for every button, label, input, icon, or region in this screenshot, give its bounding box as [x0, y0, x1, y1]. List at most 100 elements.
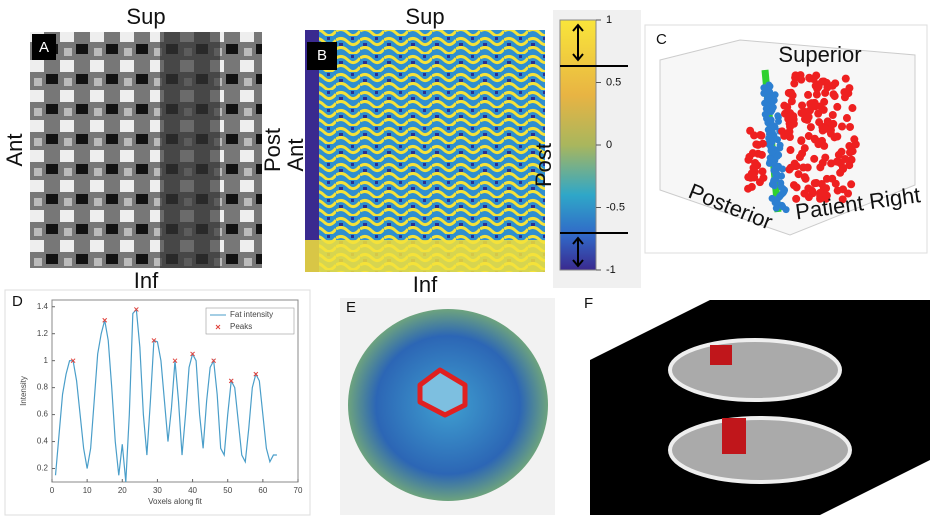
point [845, 84, 853, 92]
point [824, 117, 832, 125]
roi-volume [710, 345, 732, 365]
point [792, 71, 800, 79]
spine [160, 32, 220, 268]
point [813, 91, 821, 99]
slice [670, 340, 840, 400]
line-chart: 0102030405060700.20.40.60.811.21.4Voxels… [19, 300, 303, 506]
axis-label: Ant [2, 133, 27, 166]
point [758, 167, 766, 175]
axis-label: Sup [405, 4, 444, 29]
panel-label: B [317, 47, 327, 64]
axis-label: Superior [778, 42, 861, 67]
point [790, 80, 798, 88]
point [798, 101, 806, 109]
point [833, 103, 841, 111]
point [849, 147, 857, 155]
point [833, 133, 841, 141]
panel-label: E [346, 299, 356, 316]
point [848, 104, 856, 112]
x-tick-label: 50 [223, 486, 232, 495]
y-tick-label: 0.8 [37, 383, 49, 392]
x-tick-label: 60 [258, 486, 267, 495]
point [807, 186, 815, 194]
point [787, 112, 795, 120]
figure: A Sup Inf Ant Post B Sup Inf Ant Post 10… [0, 0, 934, 519]
point [754, 150, 762, 158]
axis-label: Post [260, 128, 285, 172]
y-tick-label: 0.2 [37, 464, 49, 473]
panel-label: C [656, 31, 667, 48]
x-tick-label: 20 [118, 486, 127, 495]
point [829, 111, 837, 119]
phase-map [305, 30, 545, 272]
point [811, 136, 819, 144]
point [839, 165, 847, 173]
point [779, 166, 786, 173]
x-tick-label: 10 [83, 486, 92, 495]
point [847, 180, 855, 188]
tick-label: 0.5 [606, 76, 621, 88]
axis-label: Post [531, 143, 556, 187]
point [801, 144, 809, 152]
mri-image [30, 32, 262, 268]
point [793, 183, 801, 191]
point [814, 110, 822, 118]
point [804, 91, 812, 99]
point [810, 155, 818, 163]
point [792, 162, 800, 170]
tick-label: 1 [606, 14, 612, 26]
y-tick-label: 1.4 [37, 302, 49, 311]
point [850, 135, 858, 143]
slice [670, 418, 850, 482]
point [842, 75, 850, 83]
point [756, 178, 764, 186]
point [745, 153, 753, 161]
point [797, 136, 805, 144]
point [831, 79, 839, 87]
point [815, 118, 823, 126]
phase-edge [305, 240, 545, 272]
point [822, 125, 830, 133]
point [821, 154, 829, 162]
point [841, 93, 849, 101]
point [831, 92, 839, 100]
point [833, 158, 841, 166]
point [820, 98, 828, 106]
panel-label: D [12, 293, 23, 310]
axis-label: Sup [126, 4, 165, 29]
point [786, 146, 794, 154]
x-tick-label: 40 [188, 486, 197, 495]
point [800, 190, 808, 198]
point [807, 123, 815, 131]
point [841, 155, 849, 163]
point [785, 128, 793, 136]
legend-label: Peaks [230, 322, 252, 331]
point [785, 89, 793, 97]
axis-label: Ant [283, 138, 308, 171]
roi-volume [722, 418, 746, 454]
axis-label: Inf [413, 272, 438, 297]
point [778, 127, 786, 135]
point [806, 106, 814, 114]
x-tick-label: 70 [294, 486, 303, 495]
point [823, 79, 831, 87]
point [771, 182, 778, 189]
point [846, 123, 854, 131]
y-tick-label: 0.4 [37, 437, 49, 446]
point [838, 123, 846, 131]
point [838, 148, 846, 156]
point [783, 206, 790, 213]
point [804, 163, 812, 171]
y-tick-label: 0.6 [37, 410, 49, 419]
point [801, 173, 809, 181]
x-axis-label: Voxels along fit [148, 497, 203, 506]
panel-label: A [39, 39, 49, 56]
point [748, 169, 756, 177]
point [757, 132, 765, 140]
point [815, 83, 823, 91]
axis-label: Inf [134, 268, 159, 293]
x-tick-label: 30 [153, 486, 162, 495]
tick-label: -0.5 [606, 201, 625, 213]
point [783, 103, 791, 111]
y-tick-label: 1 [44, 356, 49, 365]
